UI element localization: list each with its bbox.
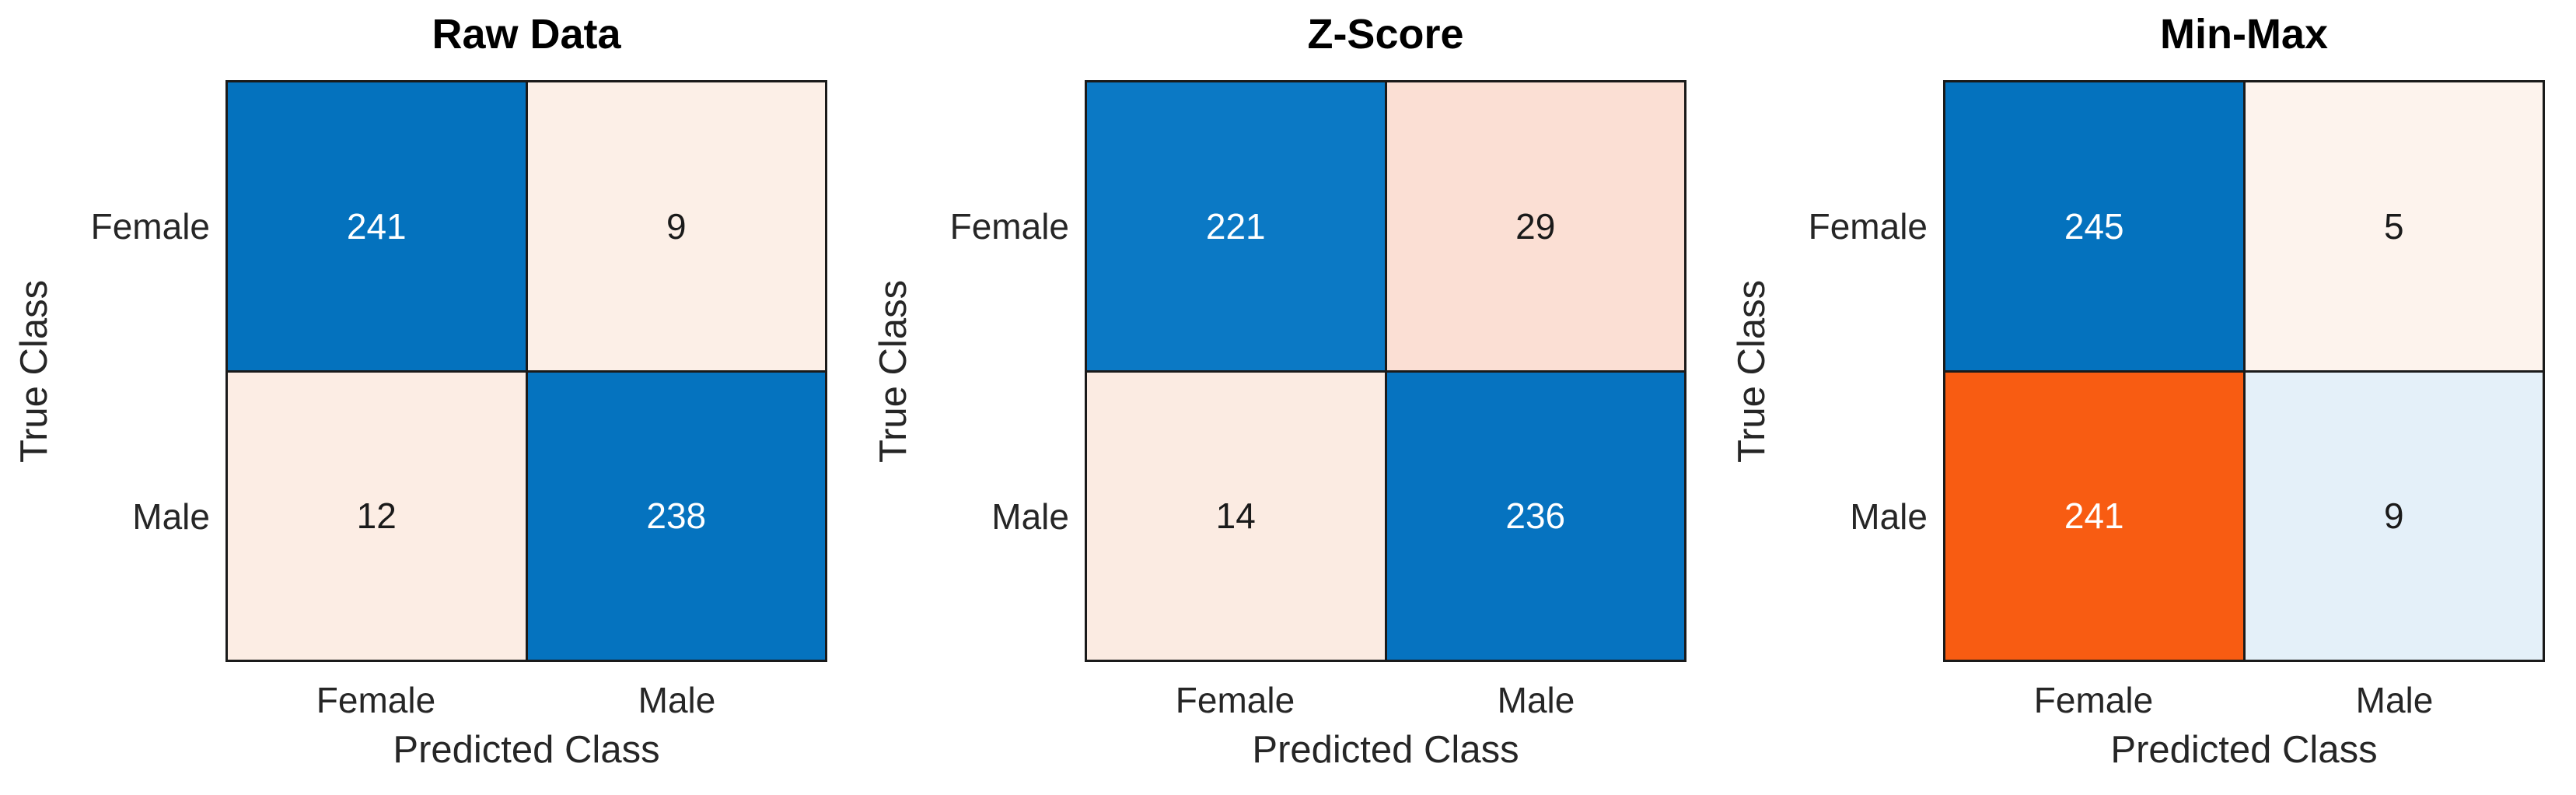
- x-tick-male: Male: [638, 680, 716, 720]
- chart-title: Z-Score: [1307, 11, 1464, 58]
- y-axis-label: True Class: [872, 279, 914, 463]
- matrix-cell-true-male-pred-female: 241: [1945, 372, 2243, 660]
- y-axis-label: True Class: [1731, 279, 1773, 463]
- matrix-cell-true-female-pred-male: 9: [527, 82, 825, 370]
- x-tick-male: Male: [1497, 680, 1575, 720]
- matrix-cell-true-male-pred-female: 14: [1087, 372, 1385, 660]
- y-tick-male: Male: [1850, 496, 1928, 537]
- x-tick-female: Female: [1175, 680, 1295, 720]
- matrix-cell-true-female-pred-male: 29: [1386, 82, 1684, 370]
- confusion-matrix-grid: 221 29 14 236: [1085, 80, 1686, 662]
- y-tick-female: Female: [1808, 206, 1928, 247]
- chart-title: Raw Data: [432, 11, 621, 58]
- panel-raw-data: Raw Data True Class Female Male 241 9 12…: [0, 0, 858, 795]
- x-tick-male: Male: [2355, 680, 2434, 720]
- matrix-cell-true-female-pred-male: 5: [2245, 82, 2543, 370]
- y-tick-male: Male: [132, 496, 210, 537]
- confusion-matrix-grid: 241 9 12 238: [225, 80, 827, 662]
- matrix-cell-true-male-pred-male: 236: [1386, 372, 1684, 660]
- matrix-cell-true-female-pred-female: 241: [228, 82, 526, 370]
- x-axis-label: Predicted Class: [393, 729, 660, 771]
- matrix-cell-true-female-pred-female: 221: [1087, 82, 1385, 370]
- panel-min-max: Min-Max True Class Female Male 245 5 241…: [1718, 0, 2576, 795]
- matrix-cell-true-male-pred-female: 12: [228, 372, 526, 660]
- y-tick-female: Female: [949, 206, 1069, 247]
- x-tick-female: Female: [2033, 680, 2154, 720]
- matrix-cell-true-female-pred-female: 245: [1945, 82, 2243, 370]
- y-tick-male: Male: [991, 496, 1069, 537]
- x-axis-label: Predicted Class: [1252, 729, 1519, 771]
- y-tick-female: Female: [90, 206, 210, 247]
- confusion-matrix-grid: 245 5 241 9: [1943, 80, 2545, 662]
- x-tick-female: Female: [316, 680, 436, 720]
- panel-z-score: Z-Score True Class Female Male 221 29 14…: [859, 0, 1718, 795]
- x-axis-label: Predicted Class: [2110, 729, 2378, 771]
- matrix-cell-true-male-pred-male: 9: [2245, 372, 2543, 660]
- chart-title: Min-Max: [2160, 11, 2328, 58]
- matrix-cell-true-male-pred-male: 238: [527, 372, 825, 660]
- y-axis-label: True Class: [13, 279, 55, 463]
